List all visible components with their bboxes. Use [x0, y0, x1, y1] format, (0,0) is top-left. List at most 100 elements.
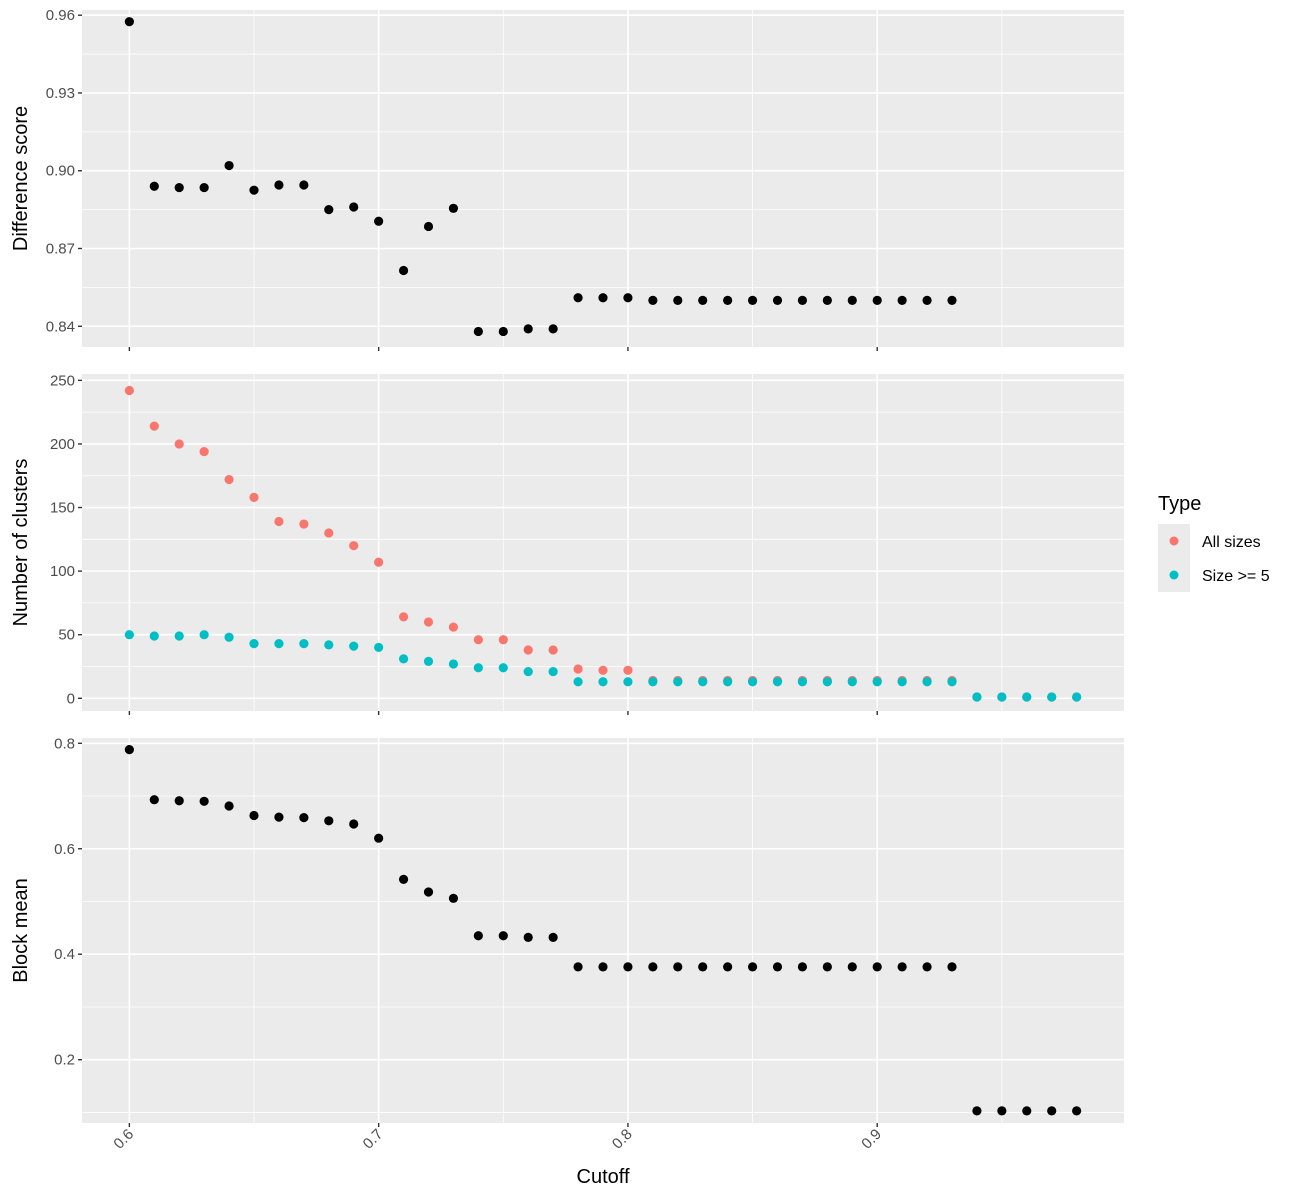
data-point: [997, 1106, 1007, 1116]
data-point: [947, 677, 957, 687]
data-point: [897, 295, 907, 305]
data-point: [423, 221, 434, 232]
data-point: [498, 635, 508, 645]
data-point: [274, 639, 284, 649]
data-point: [997, 692, 1007, 702]
data-point: [1022, 1106, 1032, 1116]
data-point: [324, 640, 334, 650]
data-point: [723, 295, 733, 305]
data-point: [822, 677, 832, 687]
data-point: [972, 1106, 982, 1116]
data-point: [349, 202, 359, 212]
data-point: [473, 931, 483, 941]
y-tick-label: 150: [50, 500, 75, 517]
data-point: [274, 516, 284, 527]
data-point: [897, 962, 907, 972]
data-point: [423, 656, 434, 667]
data-point: [698, 295, 708, 305]
legend-swatch-all-sizes: [1169, 536, 1179, 546]
data-point: [398, 265, 409, 276]
panel-background: [82, 374, 1124, 711]
legend-label-size-5: Size >= 5: [1202, 568, 1270, 585]
data-point: [772, 295, 783, 305]
data-point: [648, 962, 658, 972]
data-point: [199, 446, 209, 457]
data-point: [598, 962, 608, 972]
data-point: [723, 962, 733, 972]
data-point: [797, 295, 808, 305]
data-point: [922, 677, 932, 687]
data-point: [623, 962, 633, 972]
data-point: [448, 203, 459, 213]
data-point: [548, 666, 558, 677]
data-point: [1072, 692, 1082, 702]
data-point: [548, 645, 558, 655]
data-point: [224, 632, 234, 642]
data-point: [548, 932, 558, 942]
data-point: [922, 962, 932, 972]
data-point: [274, 812, 284, 822]
y-tick-label: 250: [50, 372, 75, 389]
y-tick-label: 0.8: [54, 735, 75, 752]
data-point: [573, 664, 583, 674]
data-point: [299, 180, 309, 190]
data-point: [124, 17, 134, 27]
data-point: [249, 185, 259, 195]
legend-label-all-sizes: All sizes: [1202, 534, 1261, 551]
data-point: [797, 677, 808, 687]
data-point: [374, 557, 384, 567]
data-point: [448, 893, 459, 903]
data-point: [1072, 1106, 1082, 1116]
data-point: [723, 677, 733, 687]
panel-background: [82, 10, 1124, 347]
data-point: [423, 617, 434, 627]
panel-1: 0.84 0.87 0.90 0.93 0.96 Difference score: [10, 7, 1124, 351]
data-point: [1047, 692, 1057, 702]
data-point: [822, 962, 832, 972]
data-point: [124, 385, 134, 396]
data-point: [374, 216, 384, 226]
data-point: [747, 295, 758, 305]
data-point: [249, 639, 259, 649]
data-point: [249, 810, 259, 821]
data-point: [897, 677, 907, 687]
data-point: [124, 630, 134, 640]
x-tick-label: 0.9: [858, 1126, 885, 1153]
data-point: [1022, 692, 1032, 702]
data-point: [174, 439, 184, 449]
data-point: [623, 293, 633, 303]
data-point: [224, 474, 234, 485]
panel-2: 0 50 100 150 200 250 Number of clusters: [10, 372, 1124, 715]
data-point: [299, 519, 309, 529]
data-point: [747, 677, 758, 687]
data-point: [498, 931, 508, 941]
data-point: [523, 666, 533, 677]
y-tick-label: 50: [58, 627, 75, 644]
x-tick-label: 0.7: [360, 1126, 387, 1153]
data-point: [374, 642, 384, 653]
data-point: [623, 665, 633, 675]
data-point: [847, 677, 857, 687]
data-point: [249, 492, 259, 502]
data-point: [573, 962, 583, 972]
data-point: [224, 160, 234, 171]
data-point: [872, 295, 882, 305]
data-point: [324, 816, 334, 826]
legend-swatch-size-5: [1169, 570, 1179, 580]
data-point: [698, 962, 708, 972]
data-point: [598, 293, 608, 303]
data-point: [523, 324, 533, 334]
y-tick-label: 100: [50, 563, 75, 580]
y-tick-label: 0.4: [54, 946, 75, 963]
data-point: [174, 796, 184, 806]
data-point: [648, 677, 658, 687]
data-point: [448, 622, 459, 632]
data-point: [349, 641, 359, 651]
data-point: [324, 205, 334, 215]
data-point: [623, 677, 633, 687]
data-point: [299, 639, 309, 649]
data-point: [847, 295, 857, 305]
data-point: [174, 182, 184, 193]
y-tick-label: 0.87: [46, 240, 75, 257]
y-tick-label: 0.96: [46, 7, 75, 24]
